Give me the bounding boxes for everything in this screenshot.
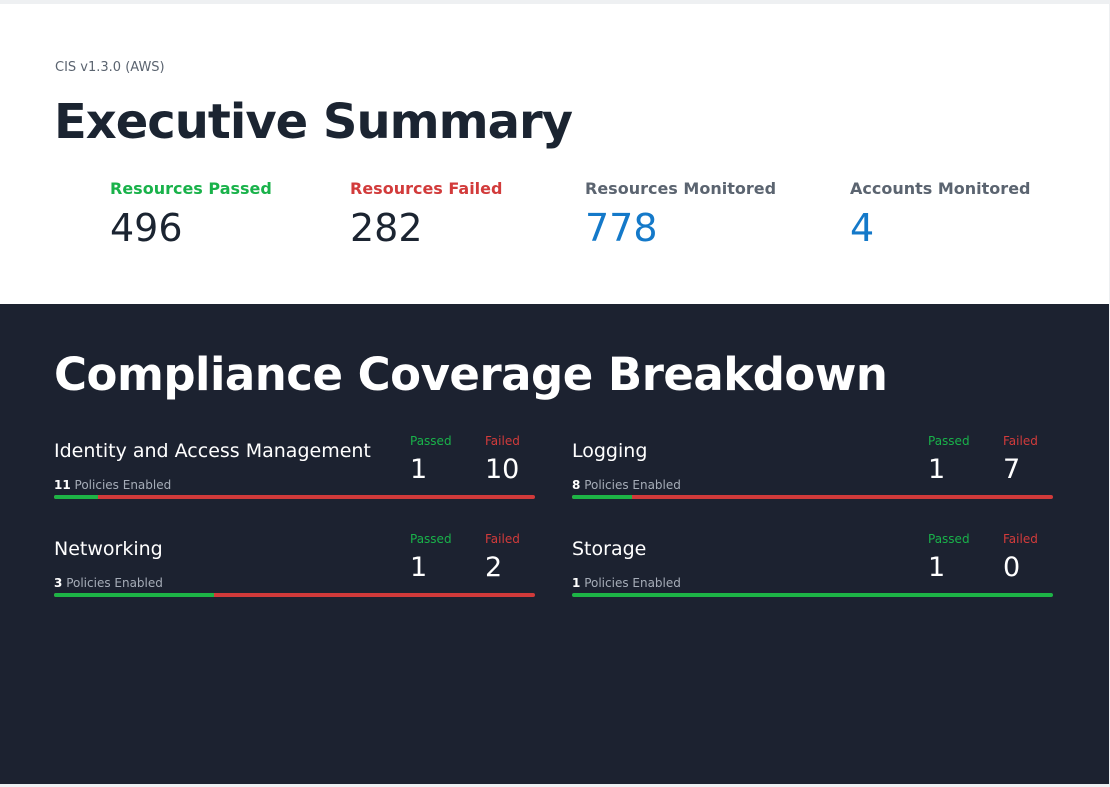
- stat-label: Resources Failed: [350, 179, 503, 198]
- passed-label: Passed: [928, 532, 970, 546]
- failed-label: Failed: [485, 532, 520, 546]
- executive-summary-section: CIS v1.3.0 (AWS) Executive Summary Resou…: [0, 4, 1109, 304]
- policies-enabled: 3 Policies Enabled: [54, 576, 163, 590]
- failed-count: 10: [485, 454, 520, 485]
- page-title: Executive Summary: [54, 94, 573, 150]
- stat-label: Resources Monitored: [585, 179, 777, 198]
- policies-suffix: Policies Enabled: [584, 478, 681, 492]
- category-card-networking: Networking 3 Policies Enabled Passed 1 F…: [54, 532, 535, 602]
- stat-resources-failed: Resources Failed 282: [350, 179, 502, 252]
- failed-label: Failed: [485, 434, 520, 448]
- category-name: Identity and Access Management: [54, 440, 371, 462]
- failed-count: 7: [1003, 454, 1021, 485]
- compliance-bar-passed: [572, 495, 633, 499]
- passed-label: Passed: [928, 434, 970, 448]
- policies-enabled: 11 Policies Enabled: [54, 478, 171, 492]
- passed-label: Passed: [410, 532, 452, 546]
- stat-value: 496: [110, 206, 183, 250]
- failed-label: Failed: [1003, 532, 1038, 546]
- compliance-bar-passed: [54, 593, 215, 597]
- policies-enabled: 8 Policies Enabled: [572, 478, 681, 492]
- compliance-bar-passed: [54, 495, 98, 499]
- stat-label: Resources Passed: [110, 179, 272, 198]
- stat-accounts-monitored: Accounts Monitored 4: [850, 179, 1031, 252]
- compliance-bar: [572, 593, 1053, 597]
- category-card-logging: Logging 8 Policies Enabled Passed 1 Fail…: [572, 434, 1053, 504]
- stat-value: 4: [850, 206, 875, 250]
- policies-suffix: Policies Enabled: [74, 478, 172, 492]
- compliance-bar: [572, 495, 1053, 499]
- compliance-bar: [54, 593, 535, 597]
- framework-label: CIS v1.3.0 (AWS): [55, 60, 165, 75]
- compliance-bar-passed: [572, 593, 1053, 597]
- compliance-bar: [54, 495, 535, 499]
- stat-label: Accounts Monitored: [850, 179, 1031, 198]
- policies-count: 11: [54, 478, 71, 492]
- stat-resources-monitored: Resources Monitored 778: [585, 179, 776, 252]
- category-name: Storage: [572, 538, 647, 560]
- failed-label: Failed: [1003, 434, 1038, 448]
- passed-count: 1: [928, 552, 946, 583]
- stat-value: 778: [585, 206, 658, 250]
- category-name: Logging: [572, 440, 648, 462]
- policies-suffix: Policies Enabled: [66, 576, 163, 590]
- policies-count: 8: [572, 478, 581, 492]
- passed-count: 1: [410, 454, 428, 485]
- compliance-breakdown-section: Compliance Coverage Breakdown Identity a…: [0, 304, 1109, 784]
- breakdown-title: Compliance Coverage Breakdown: [54, 348, 888, 401]
- stat-resources-passed: Resources Passed 496: [110, 179, 272, 252]
- failed-count: 0: [1003, 552, 1021, 583]
- failed-count: 2: [485, 552, 503, 583]
- policies-count: 1: [572, 576, 581, 590]
- policies-count: 3: [54, 576, 63, 590]
- category-card-storage: Storage 1 Policies Enabled Passed 1 Fail…: [572, 532, 1053, 602]
- category-name: Networking: [54, 538, 163, 560]
- category-card-iam: Identity and Access Management 11 Polici…: [54, 434, 535, 504]
- passed-label: Passed: [410, 434, 452, 448]
- passed-count: 1: [410, 552, 428, 583]
- stat-value: 282: [350, 206, 423, 250]
- passed-count: 1: [928, 454, 946, 485]
- policies-suffix: Policies Enabled: [584, 576, 681, 590]
- policies-enabled: 1 Policies Enabled: [572, 576, 681, 590]
